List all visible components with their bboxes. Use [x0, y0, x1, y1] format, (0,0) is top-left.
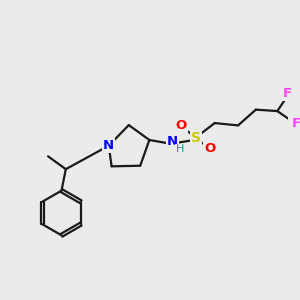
Text: N: N: [167, 136, 178, 148]
Text: F: F: [283, 87, 292, 101]
Text: O: O: [204, 142, 215, 155]
Text: F: F: [292, 117, 300, 130]
Text: N: N: [103, 139, 114, 152]
Text: S: S: [191, 131, 201, 145]
Text: O: O: [176, 119, 187, 133]
Text: H: H: [176, 144, 184, 154]
